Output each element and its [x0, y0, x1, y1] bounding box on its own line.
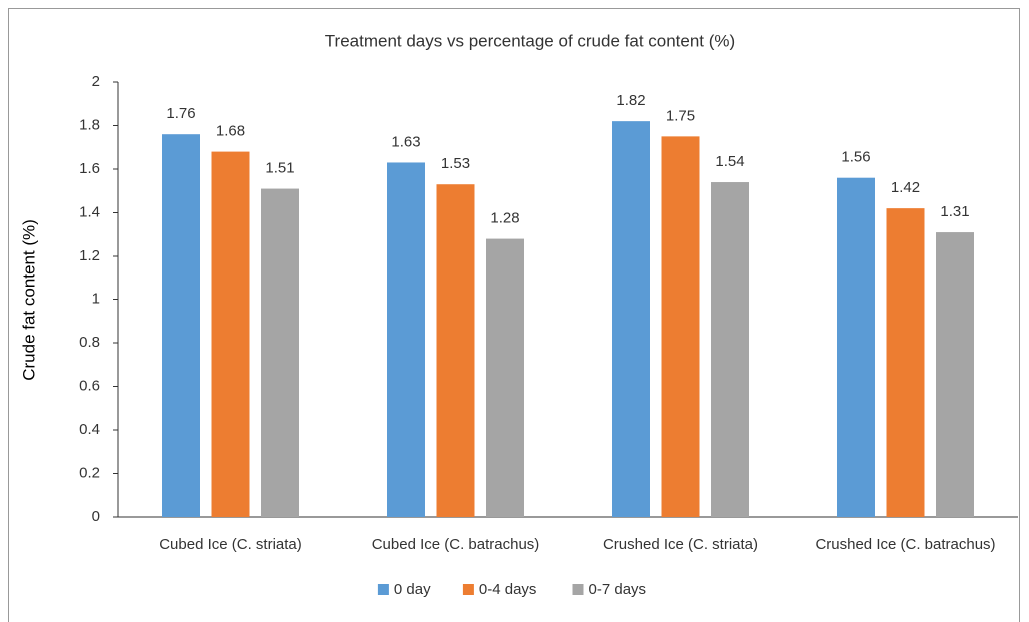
data-label: 1.56 — [841, 149, 870, 166]
data-label: 1.75 — [666, 107, 695, 124]
bar — [711, 182, 749, 518]
bar — [387, 162, 425, 517]
x-tick-label: Crushed Ice (C. batrachus) — [815, 536, 995, 553]
legend-swatch — [572, 584, 584, 595]
y-tick-label: 1.4 — [79, 203, 100, 220]
y-tick-label: 0.6 — [79, 377, 100, 394]
data-label: 1.82 — [616, 92, 645, 109]
bar — [261, 188, 299, 517]
y-tick-label: 1.8 — [79, 116, 100, 133]
bar — [162, 134, 200, 517]
legend-label: 0 day — [394, 581, 431, 598]
bar — [661, 136, 700, 517]
y-tick-label: 1.2 — [79, 247, 100, 264]
data-label: 1.63 — [391, 133, 420, 150]
y-tick-label: 1 — [92, 290, 100, 307]
data-label: 1.28 — [490, 210, 519, 227]
y-tick-label: 0.4 — [79, 421, 100, 438]
data-label: 1.42 — [891, 179, 920, 196]
bar — [936, 232, 974, 517]
legend-swatch — [377, 584, 389, 595]
data-label: 1.54 — [715, 153, 744, 170]
data-label: 1.76 — [166, 105, 195, 122]
data-label: 1.68 — [216, 123, 245, 140]
x-tick-label: Cubed Ice (C. batrachus) — [372, 536, 540, 553]
data-label: 1.51 — [265, 160, 294, 177]
x-tick-label: Crushed Ice (C. striata) — [603, 536, 758, 553]
bar — [486, 238, 524, 517]
legend-label: 0-7 days — [589, 581, 647, 598]
bar — [211, 151, 250, 517]
bar — [886, 208, 925, 517]
data-label: 1.31 — [940, 203, 969, 220]
y-tick-label: 0.2 — [79, 464, 100, 481]
y-tick-label: 1.6 — [79, 160, 100, 177]
legend-label: 0-4 days — [479, 581, 537, 598]
bar — [612, 121, 650, 518]
y-tick-label: 0 — [92, 508, 100, 525]
x-tick-label: Cubed Ice (C. striata) — [159, 536, 302, 553]
chart-title: Treatment days vs percentage of crude fa… — [325, 31, 735, 50]
legend-swatch — [462, 584, 474, 595]
data-label: 1.53 — [441, 155, 470, 172]
y-tick-label: 0.8 — [79, 334, 100, 351]
bar — [837, 177, 875, 517]
y-tick-label: 2 — [92, 73, 100, 90]
bar — [436, 184, 475, 517]
y-axis-title: Crude fat content (%) — [19, 219, 38, 381]
chart-border — [8, 8, 1020, 622]
